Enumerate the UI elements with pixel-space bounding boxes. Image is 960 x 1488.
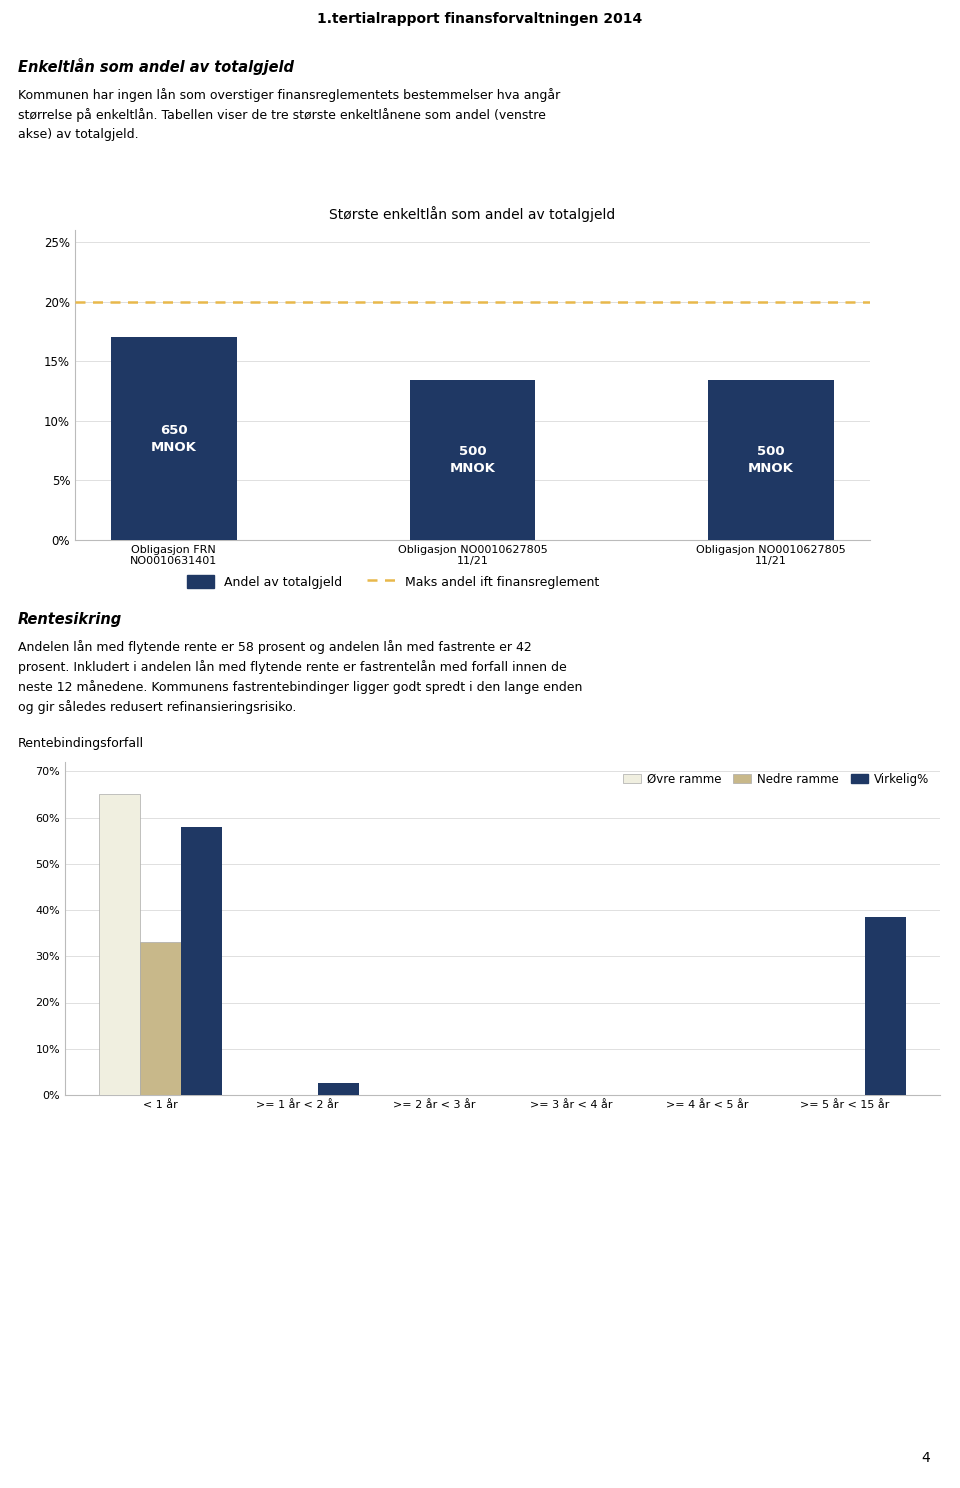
Text: neste 12 månedene. Kommunens fastrentebindinger ligger godt spredt i den lange e: neste 12 månedene. Kommunens fastrentebi… [18,680,583,693]
Bar [410,381,536,540]
Text: 500
MNOK: 500 MNOK [449,445,495,475]
Text: og gir således redusert refinansieringsrisiko.: og gir således redusert refinansieringsr… [18,699,297,714]
Bar [111,338,236,540]
Text: Andelen lån med flytende rente er 58 prosent og andelen lån med fastrente er 42: Andelen lån med flytende rente er 58 pro… [18,640,532,653]
Legend: Øvre ramme, Nedre ramme, Virkelig%: Øvre ramme, Nedre ramme, Virkelig% [618,768,934,790]
Bar [708,381,834,540]
Bar [318,1083,359,1095]
Legend: Andel av totalgjeld, Maks andel ift finansreglement: Andel av totalgjeld, Maks andel ift fina… [187,576,599,589]
Text: Kommunen har ingen lån som overstiger finansreglementets bestemmelser hva angår: Kommunen har ingen lån som overstiger fi… [18,88,561,103]
Text: Enkeltlån som andel av totalgjeld: Enkeltlån som andel av totalgjeld [18,58,294,74]
Bar [181,827,222,1095]
Text: 4: 4 [922,1451,930,1466]
Text: 1.tertialrapport finansforvaltningen 2014: 1.tertialrapport finansforvaltningen 201… [318,12,642,25]
Text: prosent. Inkludert i andelen lån med flytende rente er fastrentelån med forfall : prosent. Inkludert i andelen lån med fly… [18,661,566,674]
Bar [99,795,140,1095]
Bar [140,942,181,1095]
Text: størrelse på enkeltlån. Tabellen viser de tre største enkeltlånene som andel (ve: størrelse på enkeltlån. Tabellen viser d… [18,109,546,122]
Text: akse) av totalgjeld.: akse) av totalgjeld. [18,128,138,141]
Title: Største enkeltlån som andel av totalgjeld: Største enkeltlån som andel av totalgjel… [329,205,615,222]
Text: 650
MNOK: 650 MNOK [151,424,197,454]
Text: 500
MNOK: 500 MNOK [748,445,794,475]
Bar [865,917,906,1095]
Text: Rentesikring: Rentesikring [18,612,122,626]
Text: Rentebindingsforfall: Rentebindingsforfall [18,737,144,750]
